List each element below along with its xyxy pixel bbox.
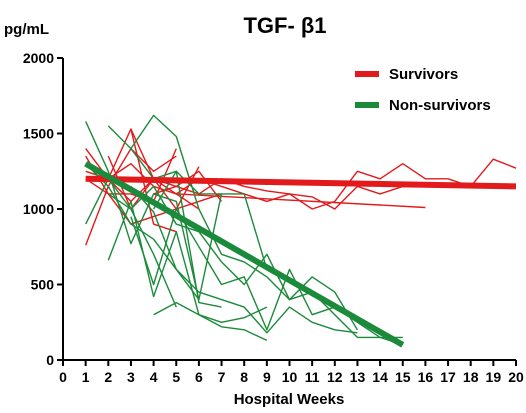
non-survivors-line-4 xyxy=(107,185,404,346)
x-tick-label: 12 xyxy=(327,369,343,385)
x-axis-label: Hospital Weeks xyxy=(234,391,345,408)
non-survivors-line-3 xyxy=(107,114,359,331)
x-tick-label: 20 xyxy=(508,369,524,385)
x-tick-label: 1 xyxy=(82,369,90,385)
survivors-line-9 xyxy=(176,193,426,209)
x-tick-label: 7 xyxy=(218,369,226,385)
trend-layer xyxy=(84,161,517,348)
x-tick-label: 2 xyxy=(104,369,112,385)
x-tick-label: 14 xyxy=(372,369,388,385)
series-layer xyxy=(85,114,517,346)
x-tick-label: 9 xyxy=(263,369,271,385)
non-survivors-line-5 xyxy=(130,208,403,339)
survivors-line-6 xyxy=(107,128,177,233)
x-tick-label: 3 xyxy=(127,369,135,385)
legend: Survivors Non-survivors xyxy=(355,66,491,114)
x-tick-label: 4 xyxy=(150,369,158,385)
survivors-trend-line xyxy=(85,175,517,190)
survivors-line-8 xyxy=(153,178,404,210)
x-tick-label: 13 xyxy=(350,369,366,385)
y-unit-label: pg/mL xyxy=(4,21,49,38)
x-tick-label: 11 xyxy=(305,369,320,385)
x-tick-label: 6 xyxy=(195,369,203,385)
chart-title: TGF- β1 xyxy=(243,13,326,38)
y-tick-label: 0 xyxy=(46,352,54,368)
survivors-line-1 xyxy=(85,158,517,210)
x-tick-label: 16 xyxy=(418,369,434,385)
x-tick-label: 19 xyxy=(486,369,502,385)
x-tick-label: 0 xyxy=(59,369,67,385)
y-tick-label: 1000 xyxy=(23,201,54,217)
x-tick-label: 8 xyxy=(240,369,248,385)
non-survivors-line-8 xyxy=(85,163,358,334)
y-tick-label: 1500 xyxy=(23,126,54,142)
x-tick-label: 10 xyxy=(282,369,298,385)
x-tick-label: 18 xyxy=(463,369,479,385)
x-tick-label: 15 xyxy=(395,369,411,385)
x-tick-label: 17 xyxy=(440,369,456,385)
legend-label-non-survivors: Non-survivors xyxy=(389,97,491,114)
non-survivors-line-1 xyxy=(85,121,223,301)
non-survivors-line-7 xyxy=(153,301,268,323)
y-tick-label: 500 xyxy=(31,277,55,293)
x-tick-label: 5 xyxy=(172,369,180,385)
non-survivors-line-9 xyxy=(107,200,268,342)
legend-label-survivors: Survivors xyxy=(389,66,458,83)
non-survivors-trend-line xyxy=(84,161,405,348)
y-tick-label: 2000 xyxy=(23,50,54,66)
